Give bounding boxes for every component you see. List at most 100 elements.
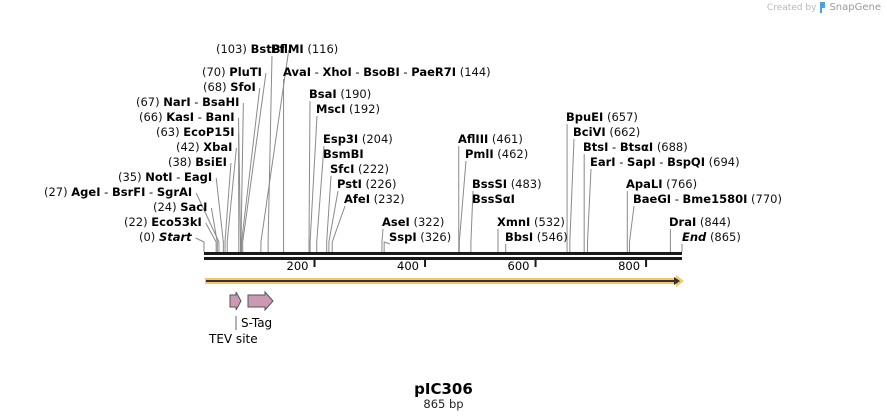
site-position: (116) bbox=[307, 42, 339, 56]
site-position: (22) bbox=[124, 215, 148, 229]
site-label-sfci[interactable]: SfcI (222) bbox=[330, 162, 389, 176]
site-label-bsai[interactable]: BsaI (190) bbox=[309, 87, 371, 101]
enzyme-name: BpuEI bbox=[566, 110, 604, 124]
site-label-drai[interactable]: DraI (844) bbox=[669, 215, 731, 229]
site-label-afei[interactable]: AfeI (232) bbox=[344, 192, 405, 206]
enzyme-name: BsoBI bbox=[363, 65, 400, 79]
site-label-agei[interactable]: (27) AgeI - BsrFI - SgrAI bbox=[44, 185, 192, 199]
site-label-bbsi[interactable]: BbsI (546) bbox=[505, 230, 568, 244]
site-position: (326) bbox=[420, 230, 452, 244]
site-label-bsssi[interactable]: BssSI (483) bbox=[472, 177, 542, 191]
site-label-avai[interactable]: AvaI - XhoI - BsoBI - PaeR7I (144) bbox=[283, 65, 491, 79]
cut-site-line-eari bbox=[587, 168, 592, 252]
cut-site-line-psti bbox=[328, 190, 339, 252]
site-label-bsssai[interactable]: BssSαI bbox=[472, 192, 515, 206]
watermark: Created by SnapGene bbox=[767, 2, 881, 13]
site-position: (190) bbox=[340, 87, 372, 101]
name-separator: - bbox=[351, 65, 364, 79]
site-label-saci[interactable]: (24) SacI bbox=[153, 200, 207, 214]
site-label-bsiei[interactable]: (38) BsiEI bbox=[168, 155, 227, 169]
site-label-sfoi[interactable]: (68) SfoI bbox=[203, 80, 256, 94]
site-position: (204) bbox=[361, 132, 393, 146]
site-position: (844) bbox=[699, 215, 731, 229]
cut-site-line-sfci bbox=[326, 175, 332, 252]
site-position: (483) bbox=[510, 177, 542, 191]
site-label-xbai[interactable]: (42) XbaI bbox=[176, 140, 232, 154]
site-label-asei[interactable]: AseI (322) bbox=[382, 215, 444, 229]
enzyme-name: AvaI bbox=[283, 65, 312, 79]
site-label-bpuei[interactable]: BpuEI (657) bbox=[566, 110, 638, 124]
cut-site-line-start bbox=[195, 237, 205, 252]
cut-site-line-saci bbox=[210, 207, 218, 252]
site-label-baegi[interactable]: BaeGI - Bme1580I (770) bbox=[633, 192, 782, 206]
enzyme-name: SgrAI bbox=[156, 185, 193, 199]
cut-site-line-bsiei bbox=[224, 162, 232, 252]
site-label-apali[interactable]: ApaLI (766) bbox=[626, 177, 697, 191]
enzyme-name: PaeR7I bbox=[411, 65, 457, 79]
enzyme-name: SapI bbox=[627, 155, 656, 169]
enzyme-name: AgeI bbox=[71, 185, 101, 199]
site-label-pluti[interactable]: (70) PluTI bbox=[202, 65, 262, 79]
site-label-pfimi[interactable]: PflMI (116) bbox=[271, 42, 338, 56]
enzyme-name: PflMI bbox=[271, 42, 304, 56]
enzyme-name: XmnI bbox=[497, 215, 531, 229]
site-position: (70) bbox=[202, 65, 226, 79]
site-label-sspi[interactable]: SspI (326) bbox=[389, 230, 451, 244]
cut-site-line-agei bbox=[195, 192, 220, 252]
name-separator: - bbox=[190, 95, 203, 109]
site-label-esp3i[interactable]: Esp3I (204) bbox=[323, 132, 393, 146]
enzyme-name: BtsI bbox=[583, 140, 609, 154]
site-label-start[interactable]: (0) Start bbox=[139, 230, 192, 244]
name-separator: - bbox=[194, 110, 206, 124]
cut-site-line-afei bbox=[331, 205, 346, 252]
cut-site-line-pfimi bbox=[267, 55, 273, 252]
site-position: (532) bbox=[533, 215, 565, 229]
site-position: (144) bbox=[459, 65, 491, 79]
backbone-bottom-strand bbox=[204, 257, 682, 260]
site-label-bsmbi[interactable]: BsmBI bbox=[323, 147, 364, 161]
watermark-prefix: Created by bbox=[766, 2, 817, 13]
cut-site-line-sspi bbox=[383, 241, 391, 252]
site-position: (461) bbox=[491, 132, 523, 146]
site-label-xmni[interactable]: XmnI (532) bbox=[497, 215, 565, 229]
watermark-brand: SnapGene bbox=[829, 2, 881, 13]
cut-site-line-esp3i bbox=[316, 145, 325, 252]
site-position: (0) bbox=[139, 230, 156, 244]
name-separator: - bbox=[100, 185, 112, 199]
name-separator: - bbox=[399, 65, 412, 79]
cut-site-line-sfoi bbox=[241, 87, 261, 252]
enzyme-name: Esp3I bbox=[323, 132, 359, 146]
enzyme-name: DraI bbox=[669, 215, 697, 229]
site-label-ecop15i[interactable]: (63) EcoP15I bbox=[156, 125, 235, 139]
site-label-btsi[interactable]: BtsI - BtsαI (688) bbox=[583, 140, 688, 154]
cut-site-line-noti bbox=[215, 177, 224, 252]
tev-site-label: TEV site bbox=[209, 332, 258, 346]
site-label-afliii[interactable]: AflIII (461) bbox=[458, 132, 523, 146]
cut-site-line-eco53ki bbox=[205, 222, 217, 252]
site-label-kasi[interactable]: (66) KasI - BanI bbox=[139, 110, 235, 124]
name-separator: - bbox=[608, 140, 620, 154]
plasmid-name: pIC306 bbox=[414, 380, 473, 398]
enzyme-name: BssSI bbox=[472, 177, 508, 191]
enzyme-name: ApaLI bbox=[626, 177, 663, 191]
site-label-psti[interactable]: PstI (226) bbox=[337, 177, 396, 191]
s-tag-feature-arrow bbox=[247, 290, 274, 312]
ruler-tick bbox=[313, 260, 316, 267]
site-label-msci[interactable]: MscI (192) bbox=[316, 102, 380, 116]
site-position: (24) bbox=[153, 200, 177, 214]
site-label-end[interactable]: End (865) bbox=[682, 230, 741, 244]
site-label-bstbi[interactable]: (103) BstBI bbox=[216, 42, 285, 56]
site-label-pmli[interactable]: PmlI (462) bbox=[465, 147, 528, 161]
site-label-eco53ki[interactable]: (22) Eco53kI bbox=[124, 215, 202, 229]
site-label-noti[interactable]: (35) NotI - EagI bbox=[118, 170, 212, 184]
site-label-nari[interactable]: (67) NarI - BsaHI bbox=[136, 95, 239, 109]
site-position: (657) bbox=[606, 110, 638, 124]
site-label-eari[interactable]: EarI - SapI - BspQI (694) bbox=[590, 155, 740, 169]
site-position: (232) bbox=[373, 192, 405, 206]
site-label-bcivi[interactable]: BciVI (662) bbox=[573, 125, 640, 139]
name-separator: - bbox=[145, 185, 157, 199]
site-position: (770) bbox=[751, 192, 782, 206]
enzyme-name: BsaHI bbox=[202, 95, 240, 109]
enzyme-name: PmlI bbox=[465, 147, 494, 161]
